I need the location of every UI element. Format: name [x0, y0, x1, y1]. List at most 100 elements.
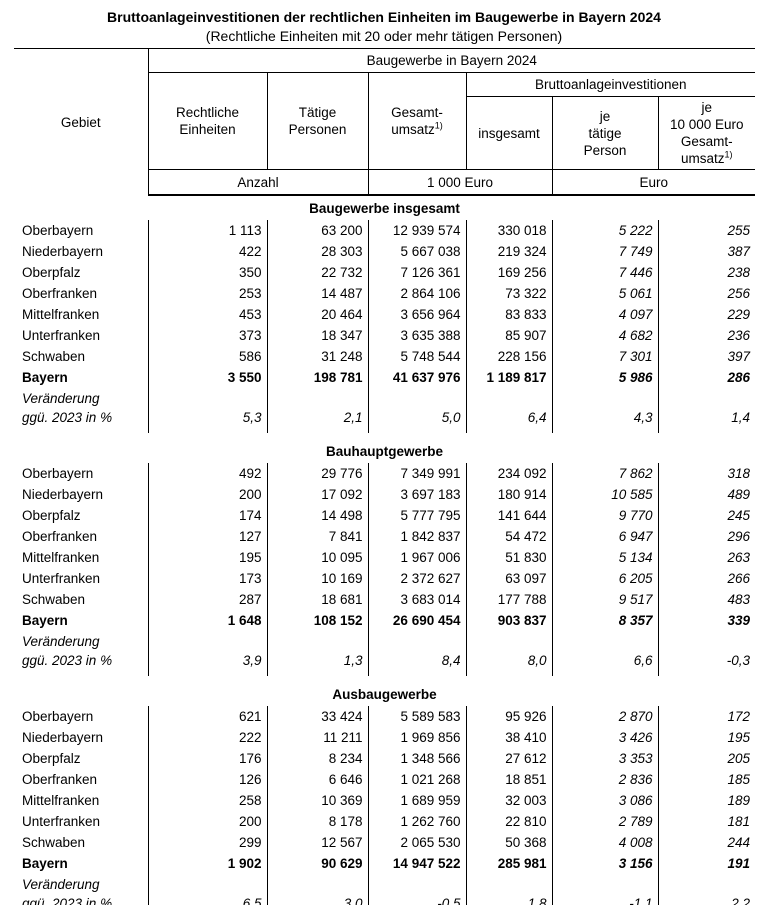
value-cell: 31 248 — [267, 346, 369, 367]
value-cell: 9 770 — [552, 505, 659, 526]
region-label: Schwaben — [14, 346, 149, 367]
value-cell: 253 — [148, 283, 268, 304]
change-label-line2: ggü. 2023 in % — [22, 410, 113, 425]
header-span-bruttoanlageinvestitionen: Bruttoanlageinvestitionen — [466, 72, 755, 97]
change-value-cell: 6,5 — [148, 874, 268, 905]
value-cell: 198 781 — [267, 367, 369, 388]
header-span-baugewerbe: Baugewerbe in Bayern 2024 — [148, 48, 755, 73]
region-label: Oberpfalz — [14, 748, 149, 769]
change-value-cell: -0,5 — [368, 874, 467, 905]
value-cell: 185 — [727, 772, 750, 787]
value-cell: 2 372 627 — [368, 568, 467, 589]
value-cell: 8 234 — [267, 748, 369, 769]
value-cell: 63 200 — [267, 220, 369, 241]
value-cell: 172 — [727, 709, 750, 724]
change-value-cell: 2,1 — [267, 388, 369, 433]
value-cell: 3 086 — [552, 790, 659, 811]
value-cell: 1 262 760 — [368, 811, 467, 832]
value-cell: 10 369 — [267, 790, 369, 811]
statistics-table: Gebiet Baugewerbe in Bayern 2024 Rechtli… — [14, 48, 755, 905]
value-cell: 286 — [727, 370, 750, 385]
value-cell: 10 169 — [267, 568, 369, 589]
value-cell: 245 — [727, 508, 750, 523]
value-cell: 339 — [727, 613, 750, 628]
value-cell: 32 003 — [466, 790, 553, 811]
value-cell: 18 681 — [267, 589, 369, 610]
value-cell: 7 446 — [552, 262, 659, 283]
value-cell: 20 464 — [267, 304, 369, 325]
value-cell: 200 — [148, 811, 268, 832]
value-cell: 141 644 — [466, 505, 553, 526]
column-header-taetige-personen: Tätige Personen — [267, 72, 369, 170]
value-cell: 176 — [148, 748, 268, 769]
region-label: Oberfranken — [14, 526, 149, 547]
value-cell: 22 732 — [267, 262, 369, 283]
value-cell: 5 061 — [552, 283, 659, 304]
value-cell: 90 629 — [267, 853, 369, 874]
value-cell: 9 517 — [552, 589, 659, 610]
value-cell: 95 926 — [466, 706, 553, 727]
footnote-marker: 1) — [434, 120, 443, 131]
region-label: Mittelfranken — [14, 790, 149, 811]
unit-header-euro: Euro — [552, 169, 755, 196]
value-cell: 180 914 — [466, 484, 553, 505]
change-value-cell: 1,8 — [466, 874, 553, 905]
value-cell: 2 065 530 — [368, 832, 467, 853]
value-cell: 387 — [727, 244, 750, 259]
region-label: Bayern — [14, 367, 149, 388]
region-label: Mittelfranken — [14, 304, 149, 325]
value-cell: 1 689 959 — [368, 790, 467, 811]
value-cell: 85 907 — [466, 325, 553, 346]
value-cell: 108 152 — [267, 610, 369, 631]
value-cell: 7 126 361 — [368, 262, 467, 283]
value-cell: 8 178 — [267, 811, 369, 832]
value-cell: 10 095 — [267, 547, 369, 568]
region-label: Niederbayern — [14, 241, 149, 262]
value-cell: 73 322 — [466, 283, 553, 304]
value-cell: 7 841 — [267, 526, 369, 547]
value-cell: 330 018 — [466, 220, 553, 241]
unit-header-anzahl: Anzahl — [148, 169, 369, 196]
value-cell: 2 864 106 — [368, 283, 467, 304]
change-label-line1: Veränderung — [22, 877, 100, 892]
region-label: Mittelfranken — [14, 547, 149, 568]
value-cell: 4 008 — [552, 832, 659, 853]
value-cell: 177 788 — [466, 589, 553, 610]
column-header-gesamtumsatz: Gesamt- umsatz1) — [368, 72, 467, 170]
change-value-cell: 1,3 — [267, 631, 369, 676]
value-cell: 14 498 — [267, 505, 369, 526]
value-cell: 7 349 991 — [368, 463, 467, 484]
value-cell: 83 833 — [466, 304, 553, 325]
value-cell: 3 656 964 — [368, 304, 467, 325]
value-cell: 1 021 268 — [368, 769, 467, 790]
value-cell: 350 — [148, 262, 268, 283]
value-cell: 3 550 — [148, 367, 268, 388]
value-cell: 285 981 — [466, 853, 553, 874]
value-cell: 14 947 522 — [368, 853, 467, 874]
value-cell: 3 697 183 — [368, 484, 467, 505]
section-header: Bauhauptgewerbe — [325, 444, 444, 459]
change-label-line2: ggü. 2023 in % — [22, 653, 113, 668]
value-cell: 3 683 014 — [368, 589, 467, 610]
value-cell: 5 748 544 — [368, 346, 467, 367]
value-cell: 10 585 — [552, 484, 659, 505]
region-label: Oberbayern — [14, 220, 149, 241]
value-cell: 1 113 — [148, 220, 268, 241]
change-value-cell: 1,4 — [731, 410, 750, 425]
value-cell: 7 749 — [552, 241, 659, 262]
value-cell: 2 789 — [552, 811, 659, 832]
value-cell: 127 — [148, 526, 268, 547]
change-label-line1: Veränderung — [22, 391, 100, 406]
value-cell: 5 777 795 — [368, 505, 467, 526]
value-cell: 5 667 038 — [368, 241, 467, 262]
region-label: Bayern — [14, 853, 149, 874]
value-cell: 191 — [727, 856, 750, 871]
value-cell: 318 — [727, 466, 750, 481]
value-cell: 236 — [727, 328, 750, 343]
value-cell: 1 189 817 — [466, 367, 553, 388]
value-cell: 5 134 — [552, 547, 659, 568]
value-cell: 7 862 — [552, 463, 659, 484]
value-cell: 200 — [148, 484, 268, 505]
footnote-marker: 1) — [724, 149, 733, 160]
change-value-cell: 5,0 — [368, 388, 467, 433]
